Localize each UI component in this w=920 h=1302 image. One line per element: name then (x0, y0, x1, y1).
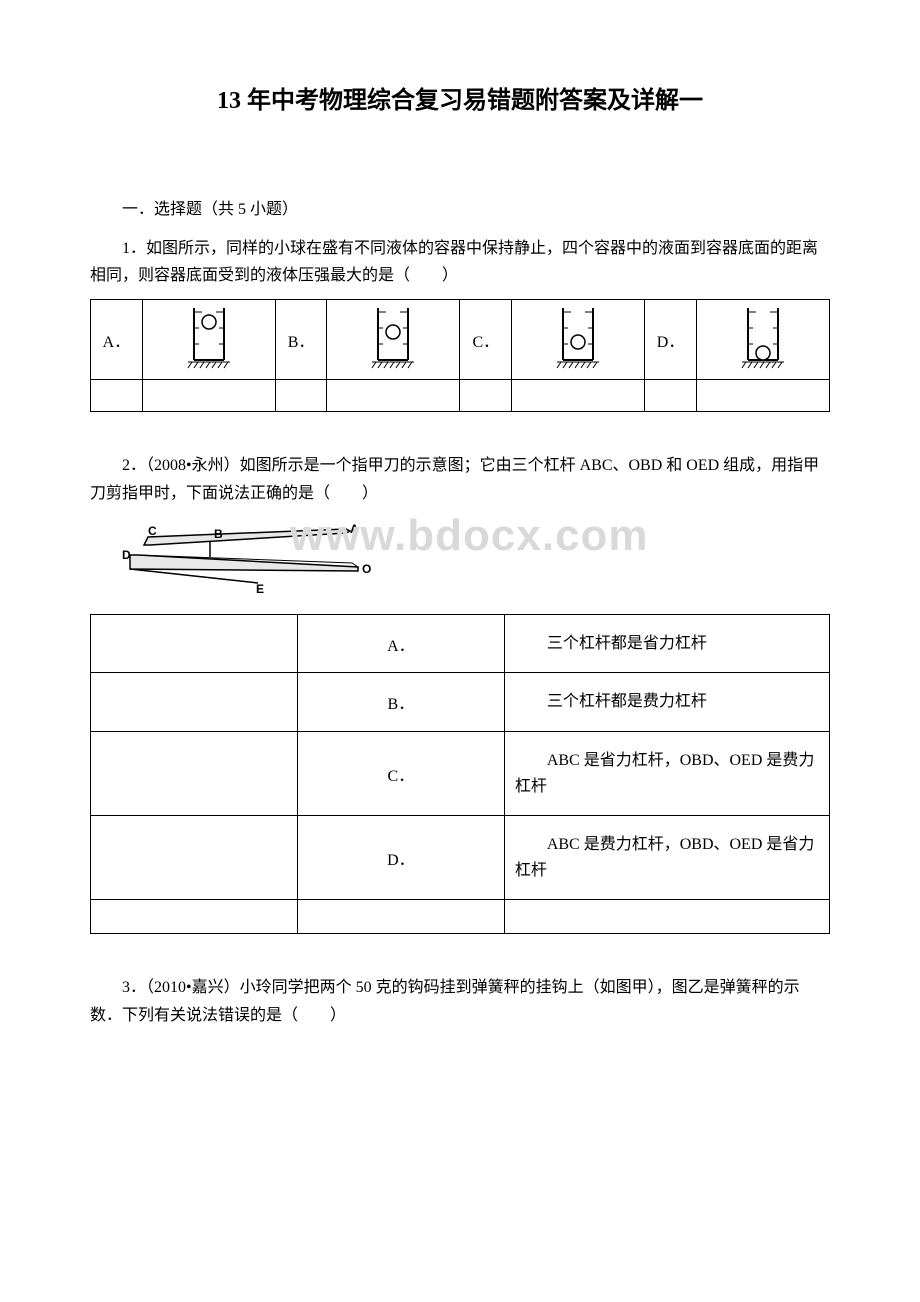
q1-label-c: C． (460, 300, 512, 380)
q2-text-c: ABC 是省力杠杆，OBD、OED 是费力杠杆 (504, 731, 829, 815)
q1-fig-c (512, 300, 645, 380)
q2-options-table: A． 三个杠杆都是省力杠杆 B． 三个杠杆都是费力杠杆 C． ABC 是省力杠杆… (90, 614, 830, 935)
q1-text: 1．如图所示，同样的小球在盛有不同液体的容器中保持静止，四个容器中的液面到容器底… (90, 235, 830, 289)
container-a-icon (180, 302, 238, 372)
q2-row-b: B． 三个杠杆都是费力杠杆 (91, 673, 830, 732)
q2-row-d: D． ABC 是费力杠杆，OBD、OED 是省力杠杆 (91, 816, 830, 900)
diagram-label-o: O (362, 562, 371, 576)
diagram-label-b: B (214, 527, 223, 541)
diagram-label-e: E (256, 582, 264, 595)
q1-label-a: A． (91, 300, 143, 380)
section-heading: 一．选择题（共 5 小题） (90, 195, 830, 219)
container-b-icon (364, 302, 422, 372)
diagram-label-a: A (350, 523, 359, 536)
q2-label-a: A． (297, 614, 504, 673)
q1-options-table: A． B． (90, 299, 830, 412)
q2-text-b: 三个杠杆都是费力杠杆 (504, 673, 829, 732)
q1-fig-b (327, 300, 460, 380)
q1-label-b: B． (275, 300, 327, 380)
q3-text: 3．（2010•嘉兴）小玲同学把两个 50 克的钩码挂到弹簧秤的挂钩上（如图甲）… (90, 974, 830, 1028)
q1-row-figures: A． B． (91, 300, 830, 380)
q1-fig-d (696, 300, 829, 380)
q2-label-c: C． (297, 731, 504, 815)
container-c-icon (549, 302, 607, 372)
diagram-label-c: C (148, 524, 157, 538)
diagram-label-d: D (122, 548, 131, 562)
q2-row-c: C． ABC 是省力杠杆，OBD、OED 是费力杠杆 (91, 731, 830, 815)
q1-label-d: D． (645, 300, 697, 380)
q2-row-blank (91, 900, 830, 934)
container-d-icon (734, 302, 792, 372)
q1-fig-a (142, 300, 275, 380)
q2-text: 2．（2008•永州）如图所示是一个指甲刀的示意图；它由三个杠杆 ABC、OBD… (90, 452, 830, 506)
q2-label-b: B． (297, 673, 504, 732)
q2-label-d: D． (297, 816, 504, 900)
q2-row-a: A． 三个杠杆都是省力杠杆 (91, 614, 830, 673)
q1-row-blank (91, 380, 830, 412)
page-title: 13 年中考物理综合复习易错题附答案及详解一 (90, 80, 830, 115)
q2-text-a: 三个杠杆都是省力杠杆 (504, 614, 829, 673)
q2-text-d: ABC 是费力杠杆，OBD、OED 是省力杠杆 (504, 816, 829, 900)
nailclipper-diagram-icon: C B A D O E (118, 523, 388, 595)
